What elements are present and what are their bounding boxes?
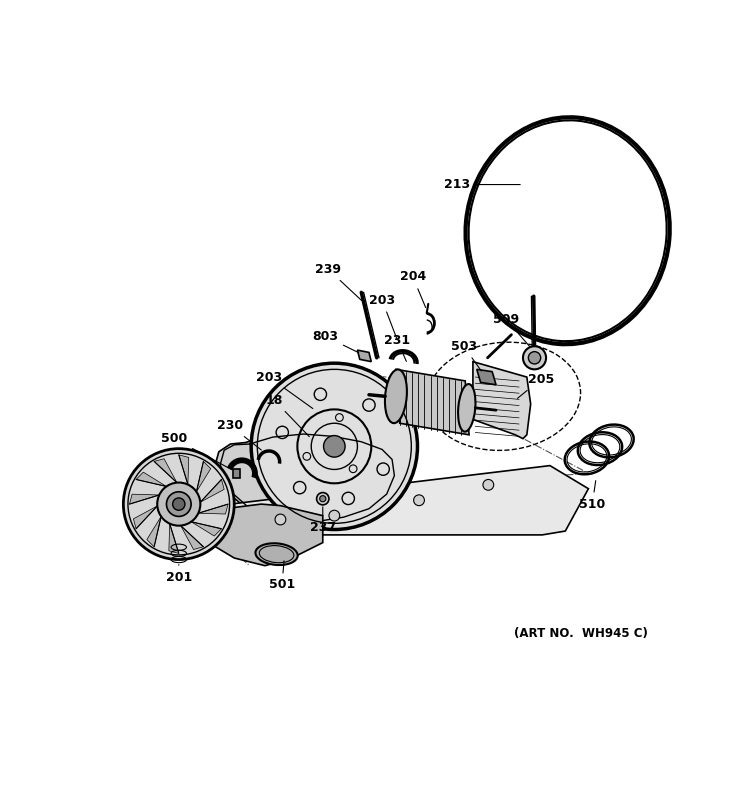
Polygon shape [178, 455, 189, 485]
Text: 500: 500 [161, 432, 232, 470]
Circle shape [166, 492, 191, 517]
Polygon shape [200, 479, 224, 502]
Polygon shape [196, 462, 211, 492]
Text: 204: 204 [400, 270, 426, 307]
Polygon shape [215, 466, 589, 535]
Text: 237: 237 [310, 507, 336, 534]
Polygon shape [477, 370, 496, 385]
Circle shape [275, 514, 286, 525]
Text: 213: 213 [445, 178, 520, 191]
Text: 205: 205 [518, 373, 554, 398]
Circle shape [320, 496, 326, 502]
Text: 803: 803 [312, 330, 358, 353]
Polygon shape [198, 504, 228, 514]
Ellipse shape [256, 543, 298, 565]
Circle shape [158, 482, 200, 526]
Text: 18: 18 [266, 394, 309, 437]
Circle shape [123, 449, 234, 559]
Circle shape [251, 363, 418, 530]
Text: 501: 501 [268, 561, 295, 591]
Circle shape [528, 352, 541, 364]
Polygon shape [232, 469, 241, 478]
Circle shape [483, 479, 494, 490]
Text: 231: 231 [385, 334, 410, 362]
Text: 239: 239 [315, 262, 362, 301]
Circle shape [172, 498, 185, 510]
Polygon shape [136, 472, 166, 486]
Polygon shape [396, 370, 469, 435]
Text: 509: 509 [493, 313, 530, 346]
Circle shape [414, 495, 424, 506]
Text: 203: 203 [369, 294, 398, 340]
Polygon shape [191, 522, 221, 536]
Text: 201: 201 [166, 565, 192, 584]
Polygon shape [181, 526, 203, 550]
Ellipse shape [385, 370, 407, 423]
Circle shape [323, 435, 345, 457]
Text: (ART NO.  WH945 C): (ART NO. WH945 C) [514, 627, 648, 640]
Polygon shape [215, 504, 322, 566]
Ellipse shape [458, 384, 476, 432]
Polygon shape [358, 350, 371, 362]
Text: 230: 230 [217, 419, 261, 450]
Circle shape [329, 510, 340, 521]
Polygon shape [154, 458, 177, 482]
Polygon shape [147, 517, 161, 546]
Polygon shape [169, 524, 178, 554]
Text: 203: 203 [256, 370, 313, 409]
Polygon shape [130, 494, 159, 504]
Text: 503: 503 [451, 340, 482, 371]
Polygon shape [473, 362, 531, 438]
Circle shape [316, 493, 329, 505]
Text: 510: 510 [579, 481, 605, 510]
Polygon shape [134, 506, 158, 529]
Circle shape [523, 346, 546, 370]
Polygon shape [215, 431, 404, 523]
